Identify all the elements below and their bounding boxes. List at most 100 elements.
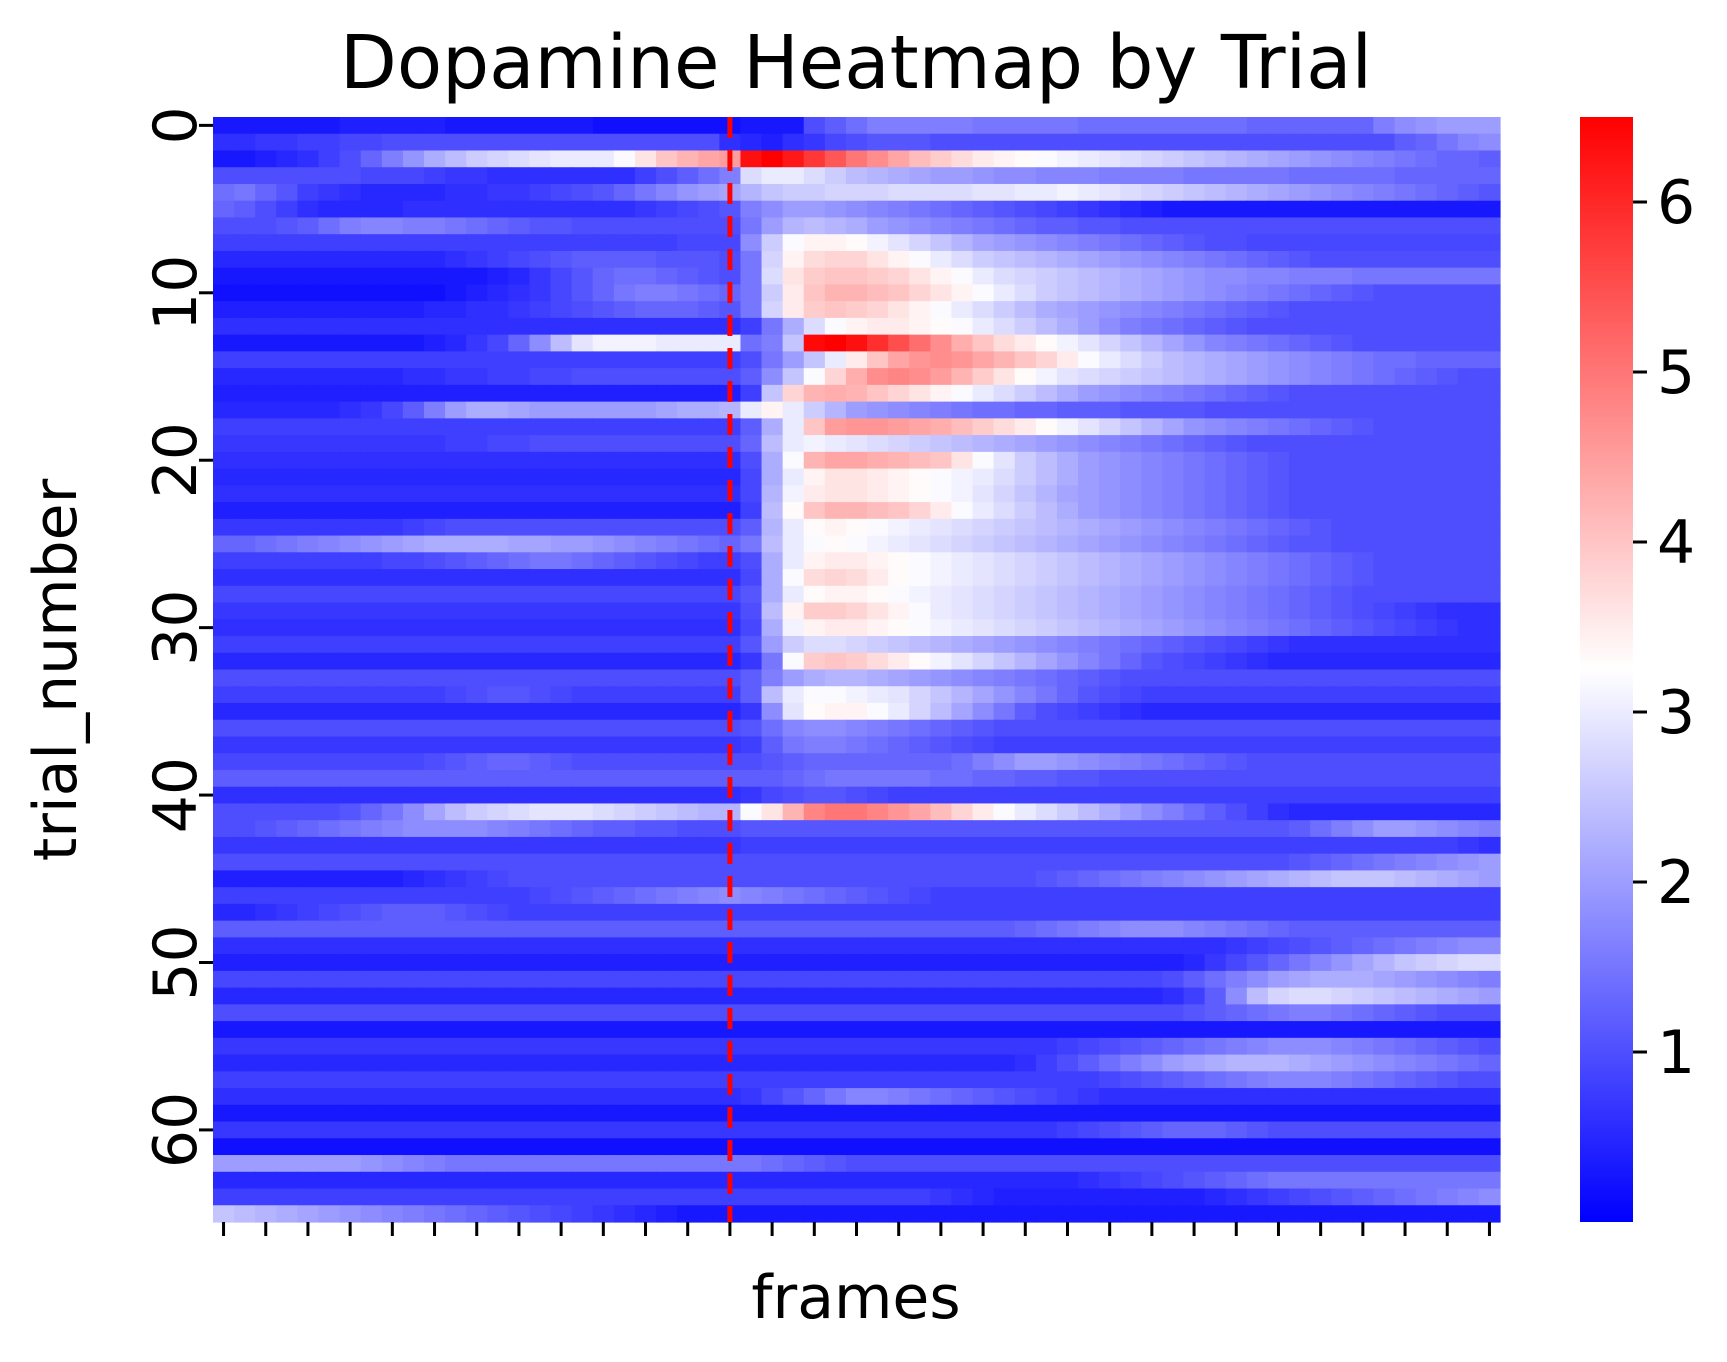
heatmap-cell xyxy=(1458,770,1480,787)
heatmap-cell xyxy=(1226,201,1248,218)
heatmap-cell xyxy=(445,636,467,653)
heatmap-cell xyxy=(1247,937,1269,954)
heatmap-cell xyxy=(1268,753,1290,770)
heatmap-cell xyxy=(276,753,298,770)
heatmap-cell xyxy=(1226,1105,1248,1122)
heatmap-cell xyxy=(1184,435,1206,452)
heatmap-cell xyxy=(1458,1088,1480,1105)
heatmap-cell xyxy=(593,686,615,703)
heatmap-cell xyxy=(1289,870,1311,887)
heatmap-cell xyxy=(1184,234,1206,251)
heatmap-cell xyxy=(1099,217,1121,234)
heatmap-cell xyxy=(804,770,826,787)
heatmap-cell xyxy=(1184,402,1206,419)
heatmap-cell xyxy=(1057,904,1079,921)
heatmap-cell xyxy=(1458,1071,1480,1088)
heatmap-cell xyxy=(1036,469,1058,486)
heatmap-cell xyxy=(888,385,910,402)
heatmap-cell xyxy=(297,251,319,268)
heatmap-cell xyxy=(445,1189,467,1206)
heatmap-cell xyxy=(1036,820,1058,837)
heatmap-cell xyxy=(909,402,931,419)
heatmap-cell xyxy=(445,937,467,954)
heatmap-cell xyxy=(846,1189,868,1206)
heatmap-cell xyxy=(614,134,636,151)
heatmap-cell xyxy=(1310,887,1332,904)
heatmap-cell xyxy=(1331,686,1353,703)
heatmap-cell xyxy=(1162,1189,1184,1206)
heatmap-cell xyxy=(1184,1205,1206,1222)
heatmap-cell xyxy=(1015,787,1037,804)
heatmap-cell xyxy=(909,569,931,586)
heatmap-cell xyxy=(1289,536,1311,553)
heatmap-cell xyxy=(888,670,910,687)
heatmap-cell xyxy=(1268,485,1290,502)
heatmap-cell xyxy=(740,653,762,670)
heatmap-cell xyxy=(951,1055,973,1072)
heatmap-cell xyxy=(1268,502,1290,519)
heatmap-cell xyxy=(529,318,551,335)
heatmap-cell xyxy=(762,937,784,954)
heatmap-cell xyxy=(508,318,530,335)
heatmap-cell xyxy=(213,720,235,737)
heatmap-cell xyxy=(951,117,973,134)
heatmap-cell xyxy=(1352,787,1374,804)
heatmap-cell xyxy=(1416,1189,1438,1206)
heatmap-cell xyxy=(656,1172,678,1189)
heatmap-cell xyxy=(1078,552,1100,569)
heatmap-cell xyxy=(698,435,720,452)
heatmap-cell xyxy=(529,703,551,720)
heatmap-cell xyxy=(930,887,952,904)
heatmap-cell xyxy=(846,117,868,134)
heatmap-cell xyxy=(403,1071,425,1088)
heatmap-cell xyxy=(698,870,720,887)
heatmap-cell xyxy=(572,1055,594,1072)
heatmap-cell xyxy=(403,703,425,720)
heatmap-cell xyxy=(551,502,573,519)
heatmap-cell xyxy=(867,803,889,820)
heatmap-cell xyxy=(1205,653,1227,670)
heatmap-cell xyxy=(973,736,995,753)
heatmap-cell xyxy=(234,921,256,938)
heatmap-cell xyxy=(951,921,973,938)
heatmap-cell xyxy=(361,385,383,402)
heatmap-cell xyxy=(255,335,277,352)
heatmap-cell xyxy=(593,234,615,251)
heatmap-cell xyxy=(762,1004,784,1021)
heatmap-cell xyxy=(445,502,467,519)
heatmap-cell xyxy=(1416,435,1438,452)
heatmap-cell xyxy=(973,971,995,988)
heatmap-cell xyxy=(1416,502,1438,519)
heatmap-cell xyxy=(1310,301,1332,318)
heatmap-cell xyxy=(909,1071,931,1088)
heatmap-cell xyxy=(1479,201,1501,218)
heatmap-cell xyxy=(1057,217,1079,234)
heatmap-cell xyxy=(698,636,720,653)
heatmap-cell xyxy=(276,485,298,502)
heatmap-cell xyxy=(276,536,298,553)
heatmap-cell xyxy=(909,603,931,620)
heatmap-cell xyxy=(951,787,973,804)
heatmap-cell xyxy=(1205,452,1227,469)
heatmap-cell xyxy=(1289,586,1311,603)
heatmap-cell xyxy=(677,201,699,218)
heatmap-cell xyxy=(762,485,784,502)
heatmap-cell xyxy=(656,1021,678,1038)
heatmap-cell xyxy=(466,653,488,670)
heatmap-cell xyxy=(1395,117,1417,134)
heatmap-cell xyxy=(1141,335,1163,352)
heatmap-cell xyxy=(466,167,488,184)
heatmap-cell xyxy=(1437,1071,1459,1088)
heatmap-cell xyxy=(403,787,425,804)
heatmap-cell xyxy=(593,217,615,234)
heatmap-cell xyxy=(297,653,319,670)
heatmap-cell xyxy=(1120,720,1142,737)
heatmap-cell xyxy=(551,452,573,469)
heatmap-cell xyxy=(255,435,277,452)
heatmap-cell xyxy=(1162,519,1184,536)
heatmap-cell xyxy=(635,837,657,854)
heatmap-cell xyxy=(951,1189,973,1206)
heatmap-cell xyxy=(740,335,762,352)
heatmap-cell xyxy=(297,921,319,938)
heatmap-cell xyxy=(382,301,404,318)
